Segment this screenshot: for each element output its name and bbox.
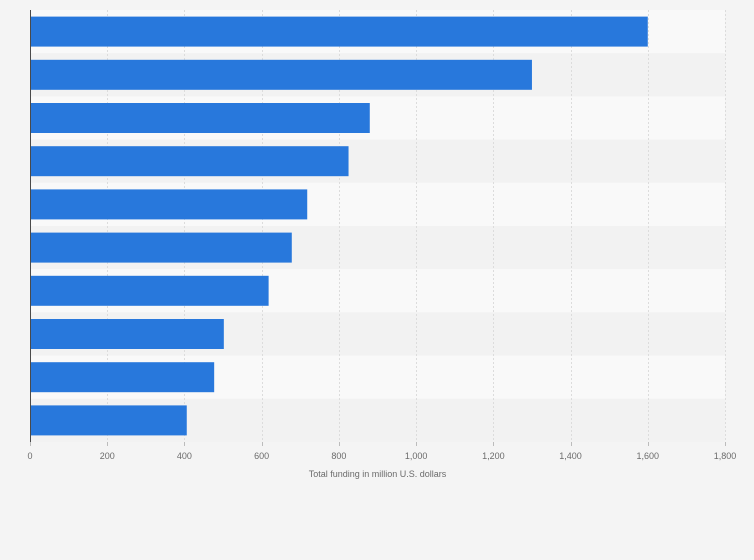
x-tick-label: 0 [27,451,32,461]
x-tick-label: 1,200 [482,451,505,461]
x-axis-title: Total funding in million U.S. dollars [309,469,447,479]
bar[interactable] [30,16,648,47]
bars [30,16,648,436]
x-tick-label: 1,000 [405,451,428,461]
x-axis-ticks: 0 200 400 600 800 1,000 1,200 1,400 1,600 1,800 [27,442,736,461]
bar[interactable] [30,146,349,177]
x-tick-label: 200 [100,451,115,461]
bar[interactable] [30,319,224,349]
x-tick-label: 1,600 [637,451,660,461]
x-tick-label: 600 [254,451,269,461]
bar[interactable] [30,362,215,393]
bar[interactable] [30,59,532,90]
x-tick-label: 800 [331,451,346,461]
bar[interactable] [30,405,187,436]
bar[interactable] [30,189,308,220]
x-tick-label: 400 [177,451,192,461]
bar[interactable] [30,232,292,263]
x-tick-label: 1,400 [559,451,582,461]
bar[interactable] [30,275,269,306]
bar[interactable] [30,103,370,133]
x-tick-label: 1,800 [714,451,737,461]
